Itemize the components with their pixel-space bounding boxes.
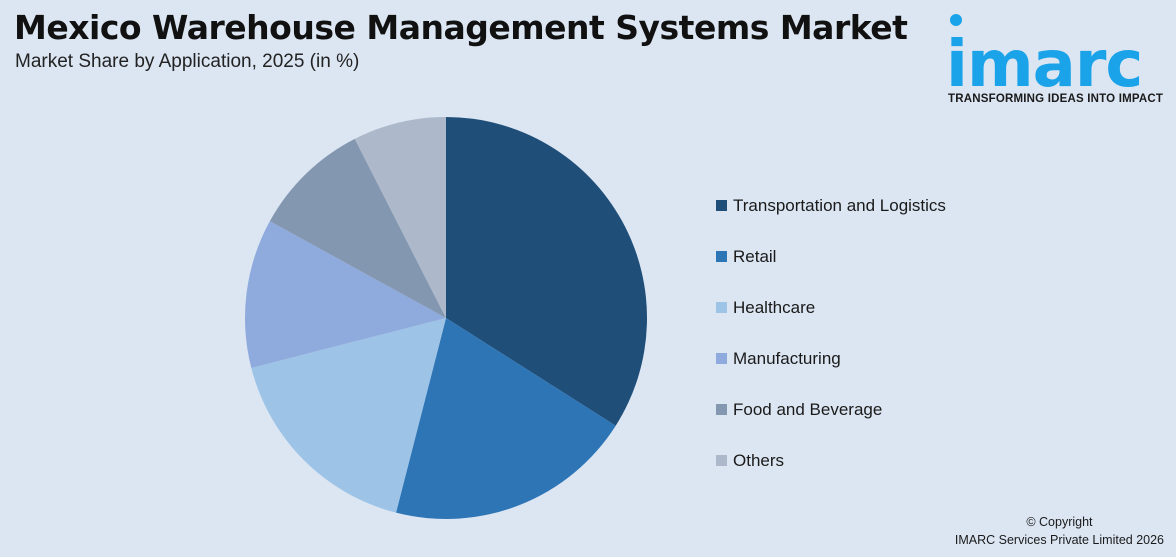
legend-item: Food and Beverage — [716, 384, 946, 435]
legend-label: Healthcare — [733, 297, 816, 317]
copyright-notice: © Copyright IMARC Services Private Limit… — [955, 513, 1164, 549]
copyright-line-2: IMARC Services Private Limited 2026 — [954, 533, 1164, 547]
pie-slice-food-and-beverage — [269, 138, 446, 318]
pie-slice-others — [354, 117, 446, 318]
legend-label: Retail — [733, 246, 777, 266]
legend-item: Others — [716, 435, 946, 486]
legend-label: Food and Beverage — [733, 399, 883, 419]
legend-label: Transportation and Logistics — [733, 195, 946, 215]
chart-legend: Transportation and Logistics Retail Health… — [716, 180, 946, 486]
pie-slice-healthcare — [251, 318, 446, 513]
chart-subtitle: Market Share by Application, 2025 (in %) — [15, 51, 360, 72]
legend-swatch — [716, 404, 727, 415]
legend-item: Manufacturing — [716, 333, 946, 384]
pie-chart — [245, 117, 647, 519]
pie-slice-transportation-and-logistics — [446, 117, 647, 426]
pie-slice-manufacturing — [245, 221, 446, 368]
copyright-line-1: © Copyright — [1026, 515, 1093, 529]
legend-item: Healthcare — [716, 282, 946, 333]
legend-item: Transportation and Logistics — [716, 180, 946, 231]
legend-label: Others — [733, 450, 785, 470]
logo-dot — [950, 14, 962, 26]
imarc-logo: imarc — [946, 14, 1143, 102]
legend-item: Retail — [716, 231, 946, 282]
legend-swatch — [716, 455, 727, 466]
pie-slice-retail — [396, 318, 616, 519]
logo-tagline: TRANSFORMING IDEAS INTO IMPACT — [948, 93, 1164, 105]
legend-swatch — [716, 302, 727, 313]
chart-title: Mexico Warehouse Management Systems Mark… — [14, 8, 908, 47]
legend-label: Manufacturing — [733, 348, 841, 368]
legend-swatch — [716, 200, 727, 211]
logo-wordmark: imarc — [946, 28, 1142, 102]
legend-swatch — [716, 251, 727, 262]
legend-swatch — [716, 353, 727, 364]
